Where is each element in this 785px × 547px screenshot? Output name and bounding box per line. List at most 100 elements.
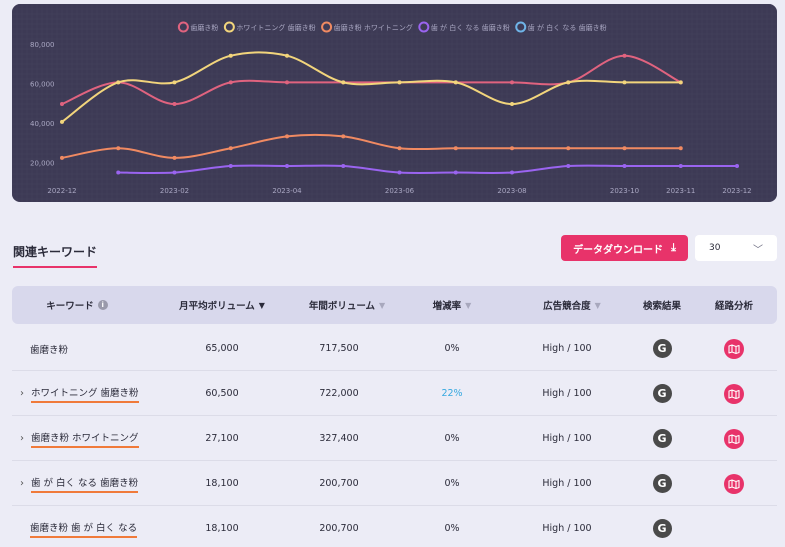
keyword-link[interactable]: 歯磨き粉 歯 が 白く なる <box>30 520 138 538</box>
data-point[interactable] <box>228 53 233 58</box>
x-tick-label: 2023-06 <box>385 187 415 195</box>
expand-chevron-icon[interactable]: › <box>20 388 24 399</box>
data-point[interactable] <box>678 146 683 151</box>
data-point[interactable] <box>285 53 289 58</box>
table-header: キーワード i 月平均ボリューム ▼ 年間ボリューム ▼ 増減率 ▼ 広告競合度… <box>12 286 777 324</box>
data-point[interactable] <box>285 164 289 169</box>
data-point[interactable] <box>397 146 402 151</box>
header-competition[interactable]: 広告競合度 ▼ <box>512 286 632 324</box>
data-point[interactable] <box>172 170 177 175</box>
page-size-select[interactable]: 30 ﹀ <box>695 235 777 261</box>
header-monthly-volume[interactable]: 月平均ボリューム ▼ <box>157 286 287 324</box>
expand-chevron-icon[interactable]: › <box>20 433 24 444</box>
data-point[interactable] <box>285 134 289 139</box>
sort-desc-icon: ▼ <box>258 300 265 310</box>
data-point[interactable] <box>172 80 177 85</box>
data-point[interactable] <box>566 146 571 151</box>
competition-cell: High / 100 <box>542 523 592 534</box>
yearly-volume-cell: 200,700 <box>319 523 359 534</box>
data-point[interactable] <box>228 146 233 151</box>
data-point[interactable] <box>510 102 514 107</box>
monthly-volume-cell: 18,100 <box>205 523 239 534</box>
data-point[interactable] <box>228 80 233 85</box>
data-point[interactable] <box>453 170 458 175</box>
data-point[interactable] <box>341 134 346 139</box>
data-point[interactable] <box>510 146 514 151</box>
search-result-cell: G <box>627 371 697 416</box>
data-point[interactable] <box>622 164 627 169</box>
data-point[interactable] <box>510 80 514 85</box>
data-download-button[interactable]: データダウンロード ⤓ <box>561 235 688 261</box>
data-point[interactable] <box>116 170 121 175</box>
header-yearly-volume[interactable]: 年間ボリューム ▼ <box>282 286 412 324</box>
x-tick-label: 2023-12 <box>722 187 751 195</box>
path-analysis-map-icon[interactable] <box>724 428 744 449</box>
data-point[interactable] <box>60 155 64 160</box>
data-point[interactable] <box>172 102 177 107</box>
legend-item[interactable]: 歯 が 白く なる 歯磨き粉 <box>515 21 607 33</box>
data-point[interactable] <box>60 119 64 124</box>
legend-label: 歯 が 白く なる 歯磨き粉 <box>431 23 510 32</box>
data-point[interactable] <box>566 164 571 169</box>
keyword-link[interactable]: 歯磨き粉 ホワイトニング <box>31 430 139 448</box>
keyword-link[interactable]: 歯 が 白く なる 歯磨き粉 <box>31 475 139 493</box>
y-tick-label: 80,000 <box>30 41 55 49</box>
path-analysis-map-icon[interactable] <box>724 473 744 494</box>
data-point[interactable] <box>116 80 121 85</box>
yearly-volume-cell: 327,400 <box>319 433 359 444</box>
path-analysis-map-icon[interactable] <box>724 338 744 359</box>
data-point[interactable] <box>622 80 627 85</box>
google-search-icon[interactable]: G <box>652 429 672 448</box>
x-tick-label: 2023-11 <box>666 187 695 195</box>
keyword-link: 歯磨き粉 <box>30 344 69 356</box>
info-icon[interactable]: i <box>97 300 108 310</box>
data-point[interactable] <box>622 146 627 151</box>
data-point[interactable] <box>453 80 458 85</box>
data-point[interactable] <box>397 170 402 175</box>
data-point[interactable] <box>453 146 458 151</box>
data-point[interactable] <box>735 164 739 169</box>
data-point[interactable] <box>566 80 571 85</box>
header-keyword-label: キーワード <box>46 301 94 312</box>
keyword-link[interactable]: ホワイトニング 歯磨き粉 <box>31 385 139 403</box>
header-path-label: 経路分析 <box>714 301 753 312</box>
data-point[interactable] <box>60 102 64 107</box>
legend-marker <box>418 21 430 33</box>
header-growth[interactable]: 増減率 ▼ <box>397 286 507 324</box>
legend-item[interactable]: ホワイトニング 歯磨き粉 <box>223 21 316 33</box>
google-search-icon[interactable]: G <box>652 384 672 403</box>
legend-marker <box>321 21 333 33</box>
x-tick-label: 2023-04 <box>272 187 302 195</box>
google-search-icon[interactable]: G <box>652 474 672 493</box>
y-tick-label: 20,000 <box>30 159 55 167</box>
data-point[interactable] <box>116 146 121 151</box>
legend-item[interactable]: 歯磨き粉 ホワイトニング <box>321 21 413 33</box>
data-point[interactable] <box>285 80 289 85</box>
header-search-label: 検索結果 <box>642 301 681 312</box>
series-line <box>118 164 737 175</box>
legend-marker <box>223 21 235 33</box>
data-point[interactable] <box>678 164 683 169</box>
google-search-icon[interactable]: G <box>652 519 672 538</box>
table-row: › 歯磨き粉 ホワイトニング 27,100 327,400 0% High / 100 G <box>12 416 777 461</box>
expand-chevron-icon[interactable]: › <box>20 478 24 489</box>
data-point[interactable] <box>678 80 683 85</box>
x-tick-label: 2022-12 <box>47 187 76 195</box>
google-search-icon[interactable]: G <box>652 339 672 358</box>
header-growth-label: 増減率 <box>432 301 462 312</box>
data-point[interactable] <box>341 80 346 85</box>
legend-item[interactable]: 歯磨き粉 <box>177 21 219 33</box>
data-point[interactable] <box>510 170 514 175</box>
path-analysis-map-icon[interactable] <box>724 383 744 404</box>
header-keyword[interactable]: キーワード i <box>12 286 142 324</box>
data-point[interactable] <box>397 80 402 85</box>
keyword-cell: › ホワイトニング 歯磨き粉 <box>20 371 170 416</box>
data-point[interactable] <box>228 164 233 169</box>
data-point[interactable] <box>172 155 177 160</box>
header-competition-label: 広告競合度 <box>543 301 591 312</box>
competition-cell: High / 100 <box>542 478 592 489</box>
y-tick-label: 60,000 <box>30 80 55 88</box>
data-point[interactable] <box>622 53 627 58</box>
data-point[interactable] <box>341 164 346 169</box>
legend-item[interactable]: 歯 が 白く なる 歯磨き粉 <box>418 21 510 33</box>
